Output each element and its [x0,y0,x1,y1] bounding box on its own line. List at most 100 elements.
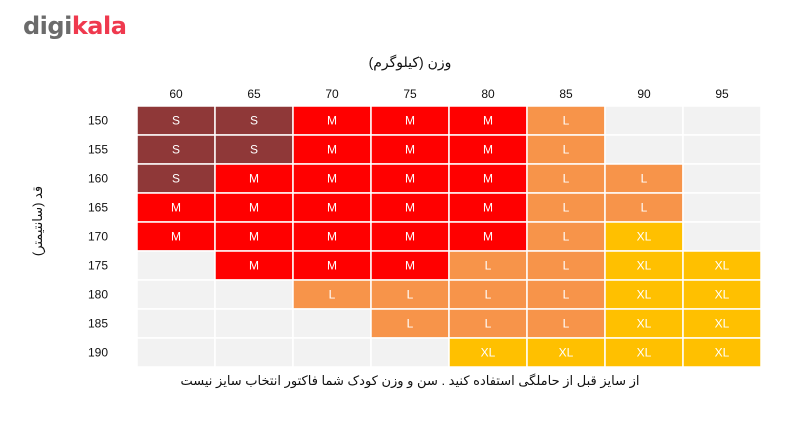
x-tick-label: 90 [637,87,651,101]
size-cell-label: M [405,201,415,215]
size-cell-label: M [327,201,337,215]
size-cell-label: L [563,230,570,244]
size-cell-label: L [563,259,570,273]
empty-cell [214,279,294,310]
size-cell-label: M [405,259,415,273]
footnote: از سایز قبل از حاملگی استفاده کنید . سن … [180,373,640,388]
y-tick-label: 160 [88,172,108,186]
size-cell [370,250,450,281]
size-cell [136,163,216,194]
logo-part-kala: kala [71,12,127,40]
size-cell-label: M [405,143,415,157]
size-cell-label: L [329,288,336,302]
size-cell-label: M [249,172,259,186]
empty-cell [136,250,216,281]
x-tick-label: 95 [715,87,729,101]
y-tick-label: 190 [88,346,108,360]
size-cell-label: L [641,172,648,186]
size-cell-label: XL [559,346,574,360]
empty-cell [682,221,762,252]
size-cell-label: XL [637,288,652,302]
empty-cell [214,337,294,368]
empty-cell [682,163,762,194]
size-cell-label: L [485,288,492,302]
empty-cell [136,279,216,310]
size-cell-label: M [327,143,337,157]
y-tick-label: 180 [88,288,108,302]
size-cell-label: L [485,259,492,273]
size-cell-label: L [563,317,570,331]
empty-cell [292,308,372,339]
size-cell [214,134,294,165]
empty-cell [682,192,762,223]
size-cell-label: XL [481,346,496,360]
size-cell-label: M [405,114,415,128]
size-cell-label: L [407,288,414,302]
empty-cell [136,308,216,339]
size-cell-label: XL [715,317,730,331]
size-cell-label: S [172,143,180,157]
size-cell-label: XL [715,259,730,273]
size-cell-label: M [483,201,493,215]
size-cell [526,105,606,136]
x-tick-label: 75 [403,87,417,101]
size-cell-label: XL [637,317,652,331]
size-cell [526,221,606,252]
size-cell-label: S [250,143,258,157]
y-tick-label: 150 [88,114,108,128]
size-cell [370,221,450,252]
size-cell [448,337,528,368]
x-tick-label: 70 [325,87,339,101]
size-cell-label: XL [637,346,652,360]
y-tick-label: 165 [88,201,108,215]
size-cell [136,105,216,136]
empty-cell [604,134,684,165]
size-cell-label: M [327,172,337,186]
size-cell-label: M [327,259,337,273]
size-cell [682,250,762,281]
size-cell [370,279,450,310]
size-cell [370,308,450,339]
size-cell-label: L [563,114,570,128]
size-cell-label: M [249,259,259,273]
size-cell [682,337,762,368]
size-cell [214,250,294,281]
empty-cell [214,308,294,339]
size-cell-label: M [171,201,181,215]
size-cell [214,163,294,194]
size-cell-label: L [407,317,414,331]
size-cell-label: S [172,172,180,186]
size-cell-label: M [483,172,493,186]
size-cell [370,134,450,165]
size-cell [526,163,606,194]
size-cell-label: M [483,230,493,244]
size-cell-label: L [641,201,648,215]
size-cell-label: M [249,230,259,244]
x-tick-label: 85 [559,87,573,101]
empty-cell [604,105,684,136]
size-cell-label: S [250,114,258,128]
size-cell-label: L [563,143,570,157]
size-cell [526,250,606,281]
size-cell [604,250,684,281]
size-cell-label: M [405,172,415,186]
y-tick-label: 155 [88,143,108,157]
size-cell [682,308,762,339]
digikala-logo: digikala [23,12,127,40]
size-cell-label: L [485,317,492,331]
size-cell-label: M [405,230,415,244]
empty-cell [682,134,762,165]
empty-cell [136,337,216,368]
size-cell-label: M [249,201,259,215]
x-tick-label: 80 [481,87,495,101]
size-cell [526,134,606,165]
size-cell-label: M [483,114,493,128]
y-tick-label: 175 [88,259,108,273]
size-cell [292,134,372,165]
x-axis-title: وزن (کیلوگرم) [368,54,452,70]
size-cell-label: M [327,114,337,128]
size-cell-label: XL [715,346,730,360]
x-tick-label: 60 [169,87,183,101]
